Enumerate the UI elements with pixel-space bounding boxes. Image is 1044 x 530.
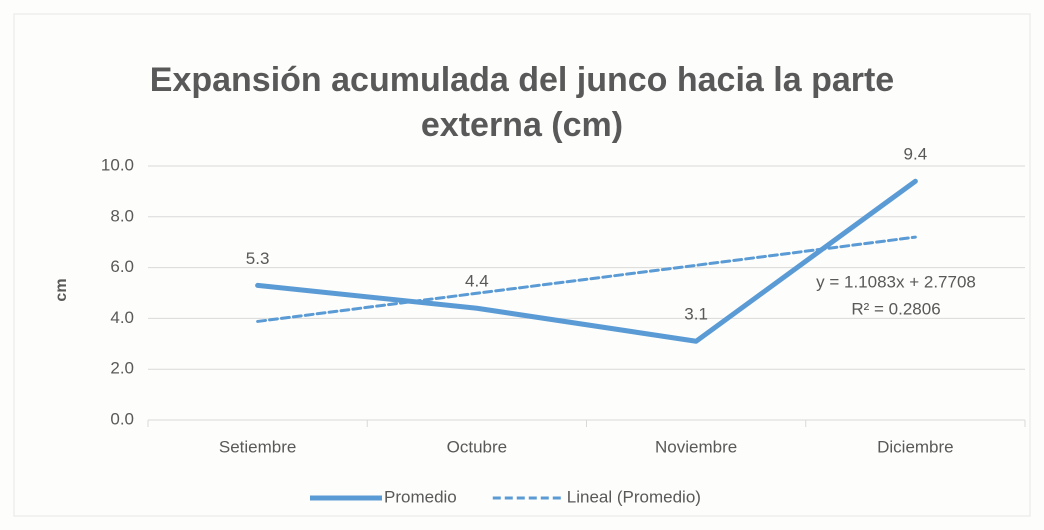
trendline	[256, 235, 917, 323]
y-tick-label: 2.0	[110, 359, 134, 378]
legend-label: Promedio	[384, 487, 457, 506]
x-tick-label: Setiembre	[219, 437, 296, 456]
trendline-equation: y = 1.1083x + 2.7708	[816, 272, 976, 291]
y-tick-label: 0.0	[110, 409, 134, 428]
y-tick-label: 8.0	[110, 206, 134, 225]
y-tick-label: 6.0	[110, 257, 134, 276]
x-tick-label: Octubre	[447, 437, 507, 456]
chart-border	[13, 13, 1031, 517]
y-tick-label: 4.0	[110, 308, 134, 327]
data-label: 9.4	[904, 145, 928, 164]
legend-label: Lineal (Promedio)	[567, 487, 701, 506]
data-label: 5.3	[246, 249, 270, 268]
x-tick-label: Diciembre	[877, 437, 954, 456]
data-label: 3.1	[684, 305, 708, 324]
data-label: 4.4	[465, 272, 489, 291]
chart-title: Expansión acumulada del junco hacia la p…	[149, 61, 895, 144]
y-axis-label: cm	[53, 278, 70, 301]
x-tick-label: Noviembre	[655, 437, 737, 456]
trendline-equation: R² = 0.2806	[851, 299, 940, 318]
y-tick-label: 10.0	[101, 155, 134, 174]
series-line	[255, 178, 918, 344]
